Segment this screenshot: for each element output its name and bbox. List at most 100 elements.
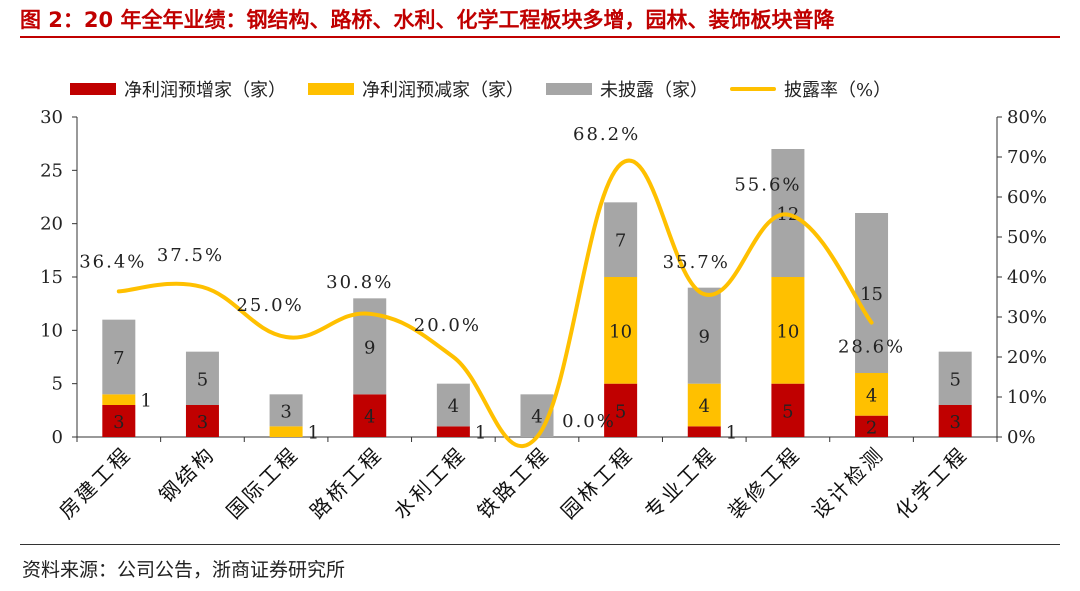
rate-value-label: 37.5%	[157, 245, 224, 266]
category-label: 园林工程	[556, 442, 638, 524]
bar-undisclosed	[687, 287, 721, 384]
bar-decrease	[771, 277, 805, 384]
rate-value-label: 68.2%	[573, 124, 640, 145]
bar-decrease	[855, 373, 889, 416]
bar-decrease	[604, 277, 638, 384]
bar-value-label: 5	[615, 401, 626, 422]
bar-value-label: 5	[197, 369, 208, 390]
y-right-tick-label: 30%	[1007, 307, 1047, 328]
bar-value-label: 5	[949, 369, 960, 390]
y-right-tick-label: 10%	[1007, 387, 1047, 408]
bar-value-label: 1	[140, 391, 151, 412]
category-label: 设计检测	[807, 442, 889, 524]
rate-value-label: 35.7%	[663, 252, 730, 273]
source-rule	[20, 544, 1060, 545]
legend-swatch-rate	[730, 87, 776, 91]
legend-swatch-undisclosed	[546, 83, 592, 95]
category-label: 铁路工程	[473, 442, 555, 524]
bar-value-label: 7	[615, 231, 626, 252]
chart-legend: 净利润预增家（家） 净利润预减家（家） 未披露（家） 披露率（%）	[70, 76, 891, 102]
bar-value-label: 4	[866, 385, 877, 406]
legend-swatch-decrease	[308, 83, 354, 95]
bar-decrease	[102, 394, 136, 405]
bar-value-label: 2	[866, 417, 877, 438]
y-left-tick-label: 30	[40, 107, 63, 128]
bar-decrease	[687, 383, 721, 427]
bar-increase	[436, 426, 470, 437]
category-label: 国际工程	[222, 442, 304, 524]
y-right-tick-label: 20%	[1007, 347, 1047, 368]
bar-value-label: 1	[308, 423, 319, 444]
category-label: 装修工程	[723, 442, 805, 524]
bar-value-label: 3	[113, 412, 124, 433]
bar-value-label: 15	[860, 284, 883, 305]
y-left-tick-label: 5	[52, 374, 63, 395]
category-label: 房建工程	[54, 442, 136, 524]
bar-value-label: 7	[113, 348, 124, 369]
y-left-tick-label: 0	[52, 427, 63, 448]
bar-increase	[102, 405, 136, 437]
y-left-tick-label: 25	[40, 160, 63, 181]
bar-undisclosed	[185, 351, 219, 405]
bar-undisclosed	[938, 351, 972, 405]
bar-increase	[855, 415, 889, 437]
y-right-tick-label: 60%	[1007, 187, 1047, 208]
bar-value-label: 9	[699, 327, 710, 348]
bar-value-label: 9	[364, 337, 375, 358]
bar-value-label: 10	[776, 321, 799, 342]
bar-undisclosed	[102, 319, 136, 395]
title-rule	[20, 36, 1060, 38]
legend-item-decrease: 净利润预减家（家）	[308, 76, 524, 102]
bar-increase	[938, 405, 972, 437]
bar-value-label: 3	[197, 412, 208, 433]
legend-label-rate: 披露率（%）	[784, 80, 892, 101]
bar-value-label: 3	[949, 412, 960, 433]
figure-title: 图 2：20 年全年业绩：钢结构、路桥、水利、化学工程板块多增，园林、装饰板块普…	[20, 8, 835, 32]
y-right-tick-label: 50%	[1007, 227, 1047, 248]
y-right-tick-label: 40%	[1007, 267, 1047, 288]
rate-value-label: 0.0%	[562, 411, 616, 432]
bar-value-label: 4	[448, 396, 459, 417]
legend-label-increase: 净利润预增家（家）	[124, 80, 286, 101]
category-label: 钢结构	[154, 442, 220, 508]
bar-increase	[185, 405, 219, 437]
bar-increase	[687, 426, 721, 437]
legend-item-increase: 净利润预增家（家）	[70, 76, 286, 102]
y-right-tick-label: 0%	[1007, 427, 1036, 448]
source-note: 资料来源：公司公告，浙商证券研究所	[22, 559, 346, 581]
bar-value-label: 1	[726, 423, 737, 444]
category-label: 化学工程	[891, 442, 973, 524]
rate-value-label: 55.6%	[734, 175, 801, 196]
bar-undisclosed	[269, 394, 303, 427]
bar-value-label: 1	[475, 423, 486, 444]
bar-increase	[604, 383, 638, 437]
bar-value-label: 4	[699, 396, 710, 417]
y-right-tick-label: 80%	[1007, 107, 1047, 128]
legend-item-rate: 披露率（%）	[730, 76, 891, 102]
bar-value-label: 10	[609, 321, 632, 342]
rate-line	[116, 158, 874, 448]
legend-label-decrease: 净利润预减家（家）	[362, 80, 524, 101]
category-label: 专业工程	[640, 442, 722, 524]
rate-value-label: 36.4%	[79, 251, 146, 272]
bar-undisclosed	[436, 383, 470, 427]
y-left-tick-label: 15	[40, 267, 63, 288]
bar-value-label: 4	[364, 407, 375, 428]
category-label: 路桥工程	[305, 442, 387, 524]
y-left-tick-label: 10	[40, 320, 63, 341]
bar-increase	[771, 383, 805, 437]
bar-undisclosed	[604, 202, 638, 277]
bar-value-label: 5	[782, 401, 793, 422]
legend-swatch-increase	[70, 83, 116, 95]
bar-undisclosed	[855, 213, 889, 373]
rate-value-label: 25.0%	[236, 295, 303, 316]
bar-increase	[353, 394, 387, 437]
legend-item-undisclosed: 未披露（家）	[546, 76, 708, 102]
y-left-tick-label: 20	[40, 214, 63, 235]
rate-value-label: 28.6%	[838, 337, 905, 358]
y-right-tick-label: 70%	[1007, 147, 1047, 168]
legend-label-undisclosed: 未披露（家）	[600, 80, 708, 101]
bar-decrease	[269, 426, 303, 437]
rate-value-label: 30.8%	[326, 272, 393, 293]
